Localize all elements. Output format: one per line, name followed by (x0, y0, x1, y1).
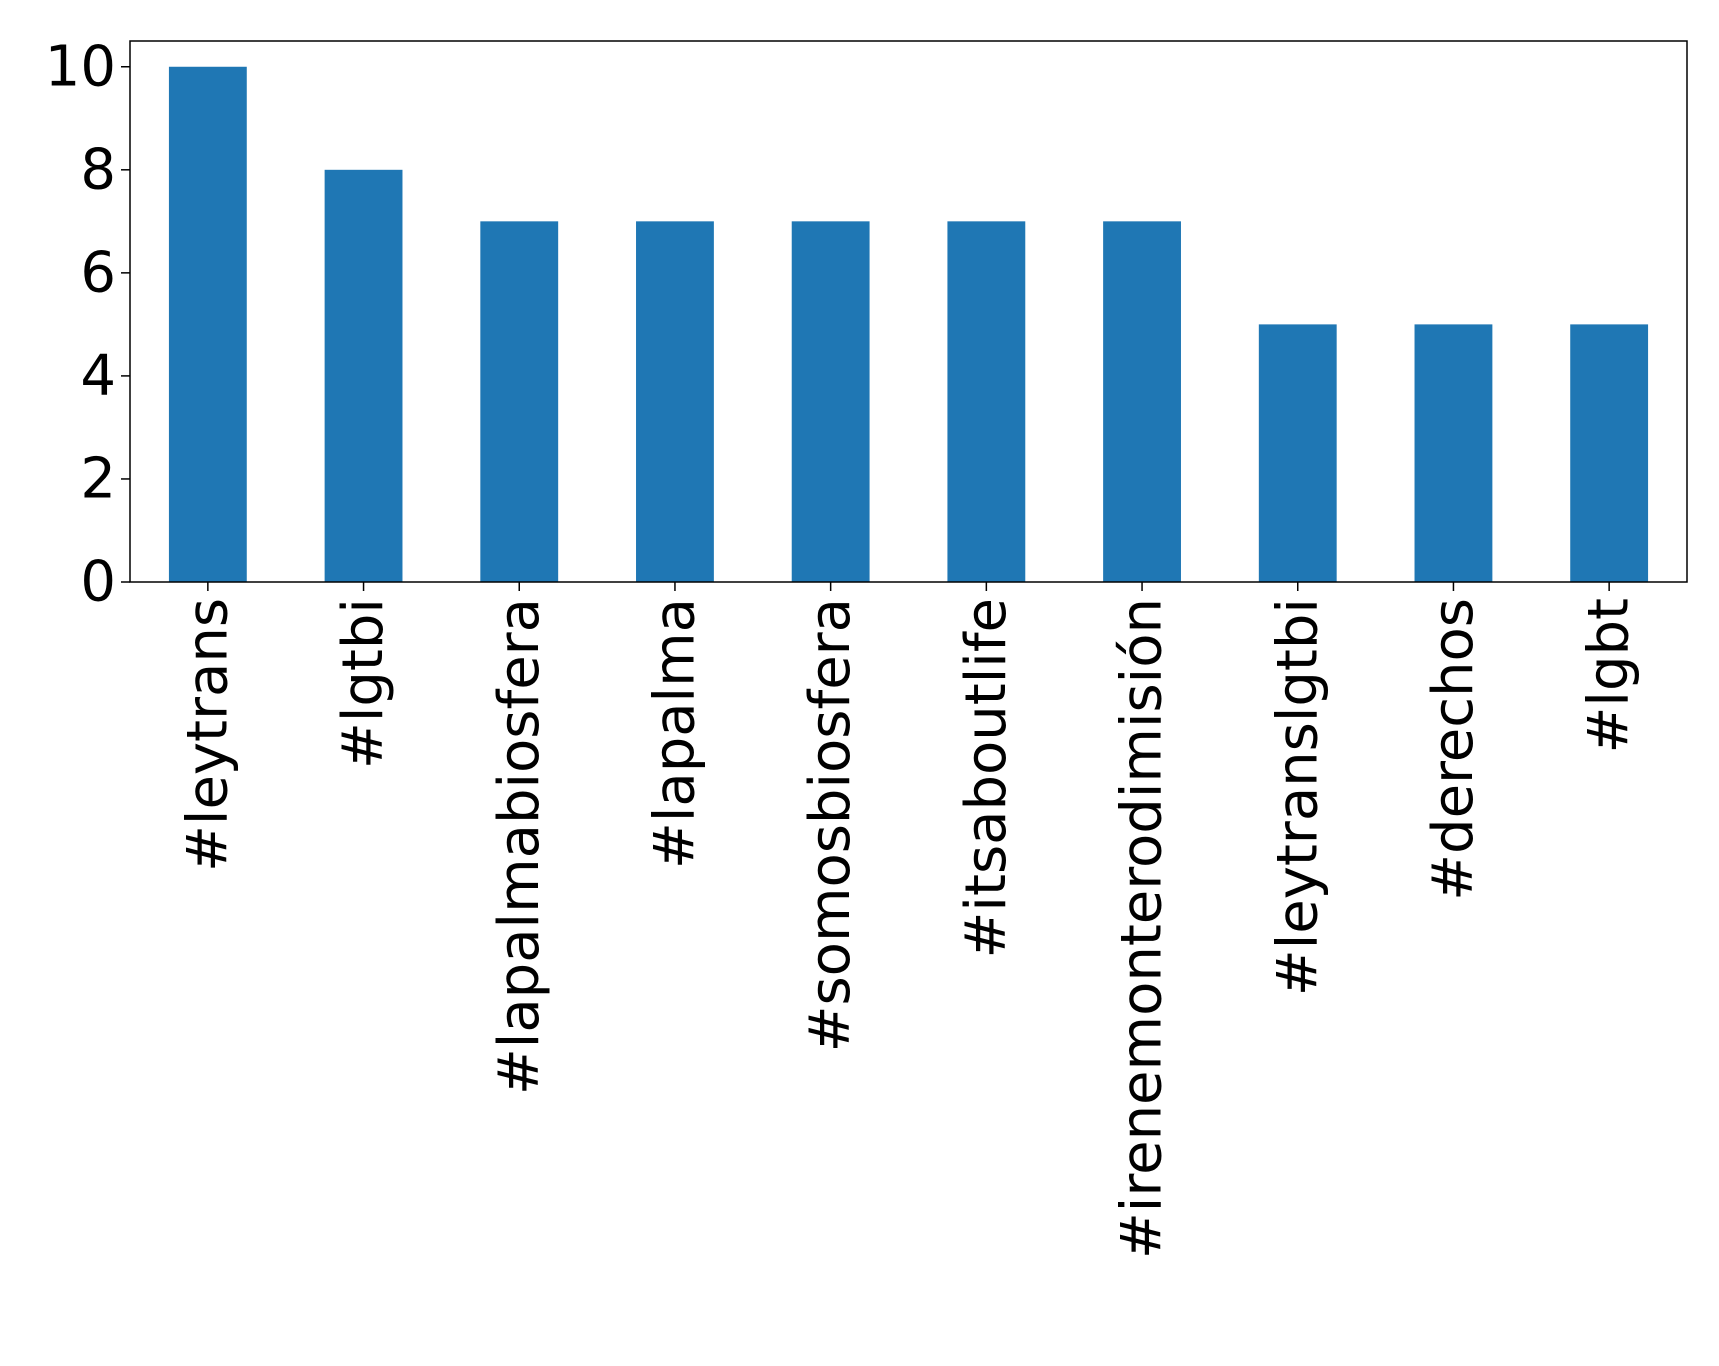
plot-frame (129, 40, 1688, 583)
x-tick-label: #leytranslgtbi (1265, 598, 1330, 996)
x-tick-label: #irenemonterodimisión (1110, 598, 1175, 1259)
bar (1414, 324, 1493, 582)
bar (636, 221, 714, 583)
x-tick-label: #leytrans (175, 598, 240, 872)
x-tick-label: #somosbiosfera (798, 598, 863, 1052)
bar (791, 221, 870, 583)
x-tick-label: #lapalma (642, 598, 707, 869)
y-tick-label: 2 (80, 446, 116, 511)
bar (480, 221, 559, 583)
y-tick-label: 6 (80, 240, 116, 305)
x-tick-label: #itsaboutlife (954, 598, 1019, 958)
y-tick-label: 0 (80, 550, 116, 615)
x-tick-label: #lgbt (1577, 598, 1642, 754)
bar (324, 169, 403, 583)
y-tick-label: 8 (80, 137, 116, 202)
x-tick-label: #lapalmabiosfera (487, 598, 552, 1095)
bar (947, 221, 1026, 583)
x-tick-label: #lgtbi (331, 598, 396, 769)
y-tick-label: 10 (45, 34, 116, 99)
bar (1570, 324, 1649, 582)
y-tick-label: 4 (80, 343, 116, 408)
bar (1258, 324, 1337, 582)
x-tick-label: #derechos (1421, 598, 1486, 901)
bar (1103, 221, 1181, 583)
bar (168, 66, 247, 582)
